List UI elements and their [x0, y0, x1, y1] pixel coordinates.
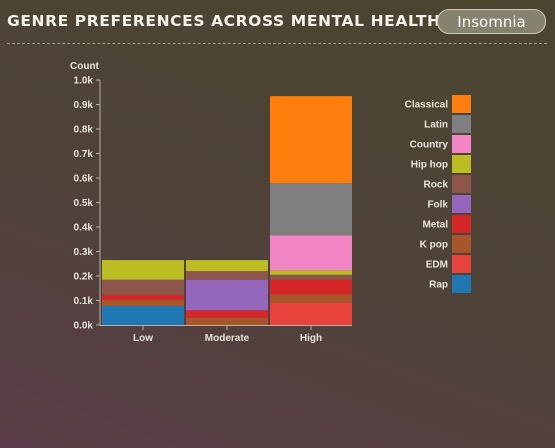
y-tick-label: 0.3k: [74, 247, 94, 258]
bar-segment-high-classical[interactable]: [270, 96, 352, 184]
bar-segment-moderate-rock[interactable]: [186, 271, 268, 280]
bar-segment-moderate-hip-hop[interactable]: [186, 260, 268, 272]
y-tick-label: 0.8k: [74, 125, 94, 136]
bar-segment-moderate-k-pop[interactable]: [186, 317, 268, 325]
legend-label-rock[interactable]: Rock: [424, 180, 449, 191]
bar-segment-low-rap[interactable]: [102, 305, 184, 325]
insomnia-filter-button[interactable]: Insomnia: [437, 9, 546, 34]
header-divider: [7, 43, 547, 44]
legend-swatch-classical[interactable]: [452, 95, 471, 113]
legend-swatch-country[interactable]: [452, 135, 471, 153]
y-tick-label: 0.4k: [74, 223, 94, 234]
bar-segment-high-edm[interactable]: [270, 302, 352, 325]
bar-segment-low-rock[interactable]: [102, 279, 184, 295]
legend-label-latin[interactable]: Latin: [424, 120, 448, 131]
y-tick-label: 1.0k: [74, 76, 94, 87]
chart-title: GENRE PREFERENCES ACROSS MENTAL HEALTH: [7, 12, 441, 30]
bar-segment-moderate-metal[interactable]: [186, 310, 268, 318]
bar-segment-high-latin[interactable]: [270, 183, 352, 236]
legend-swatch-k-pop[interactable]: [452, 235, 471, 253]
bar-segment-high-metal[interactable]: [270, 279, 352, 295]
y-tick-label: 0.6k: [74, 174, 94, 185]
legend-label-metal[interactable]: Metal: [422, 220, 448, 231]
bar-segment-high-country[interactable]: [270, 235, 352, 271]
bar-segment-moderate-folk[interactable]: [186, 279, 268, 311]
bar-segment-low-hip-hop[interactable]: [102, 260, 184, 280]
chart-header: GENRE PREFERENCES ACROSS MENTAL HEALTH I…: [0, 0, 555, 44]
legend-label-rap[interactable]: Rap: [429, 280, 448, 291]
legend-swatch-edm[interactable]: [452, 255, 471, 273]
bar-segment-high-rock[interactable]: [270, 274, 352, 280]
y-tick-label: 0.1k: [74, 296, 94, 307]
legend-swatch-latin[interactable]: [452, 115, 471, 133]
legend-label-country[interactable]: Country: [410, 140, 449, 151]
legend-label-edm[interactable]: EDM: [426, 260, 448, 271]
legend-swatch-rock[interactable]: [452, 175, 471, 193]
legend-swatch-metal[interactable]: [452, 215, 471, 233]
legend-label-k-pop[interactable]: K pop: [420, 240, 448, 251]
x-tick-label: High: [300, 333, 322, 344]
y-tick-label: 0.7k: [74, 149, 94, 160]
legend-swatch-rap[interactable]: [452, 275, 471, 293]
legend-swatch-hip-hop[interactable]: [452, 155, 471, 173]
bar-segment-low-k-pop[interactable]: [102, 299, 184, 306]
x-tick-label: Moderate: [205, 333, 250, 344]
legend-label-folk[interactable]: Folk: [427, 200, 448, 211]
y-tick-label: 0.0k: [74, 321, 94, 332]
legend-label-hip-hop[interactable]: Hip hop: [411, 160, 448, 171]
y-tick-label: 0.9k: [74, 100, 94, 111]
bar-segment-high-k-pop[interactable]: [270, 294, 352, 303]
bar-segment-low-metal[interactable]: [102, 294, 184, 300]
y-tick-label: 0.2k: [74, 272, 94, 283]
x-tick-label: Low: [133, 333, 153, 344]
y-axis-title: Count: [70, 61, 100, 72]
y-tick-label: 0.5k: [74, 198, 94, 209]
bar-segment-high-hip-hop[interactable]: [270, 270, 352, 275]
legend-label-classical[interactable]: Classical: [405, 100, 449, 111]
legend-swatch-folk[interactable]: [452, 195, 471, 213]
